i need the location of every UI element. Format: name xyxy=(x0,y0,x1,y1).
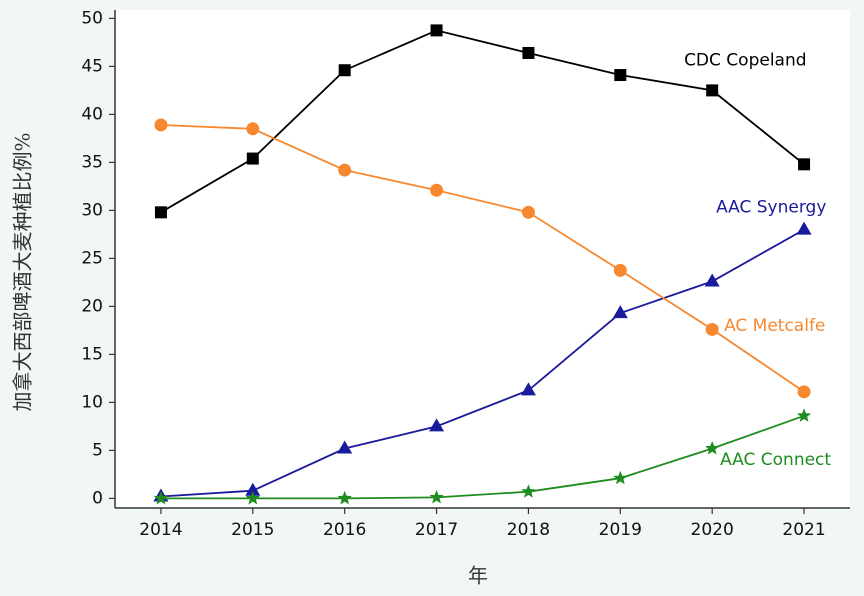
marker xyxy=(522,46,535,59)
marker xyxy=(797,385,811,399)
y-tick-label: 0 xyxy=(92,488,103,508)
y-tick-label: 10 xyxy=(81,392,103,412)
x-tick-label: 2018 xyxy=(507,520,550,540)
marker xyxy=(338,163,352,177)
marker xyxy=(796,408,812,422)
marker xyxy=(153,490,169,505)
series-line xyxy=(160,228,805,498)
marker xyxy=(337,490,352,505)
marker xyxy=(614,69,627,82)
marker xyxy=(338,64,351,77)
marker xyxy=(798,158,811,171)
marker xyxy=(246,122,260,136)
marker xyxy=(521,484,536,498)
y-tick-label: 20 xyxy=(81,296,103,316)
series-label: AAC Connect xyxy=(720,450,831,470)
marker xyxy=(613,263,627,277)
marker xyxy=(706,84,719,97)
y-tick-label: 40 xyxy=(81,104,103,124)
marker xyxy=(796,221,812,235)
marker xyxy=(430,183,444,197)
marker xyxy=(154,118,168,132)
series-line xyxy=(160,414,805,500)
marker xyxy=(429,418,445,432)
marker xyxy=(245,482,261,496)
y-tick-label: 25 xyxy=(81,248,103,268)
series-line xyxy=(160,29,805,214)
x-tick-label: 2021 xyxy=(782,520,825,540)
marker xyxy=(429,489,444,504)
x-tick-label: 2014 xyxy=(139,520,182,540)
series-line xyxy=(160,124,805,393)
x-tick-label: 2019 xyxy=(599,520,642,540)
x-tick-label: 2016 xyxy=(323,520,366,540)
marker xyxy=(612,305,628,319)
marker xyxy=(430,24,443,37)
plot-area xyxy=(115,10,850,508)
marker xyxy=(246,152,259,165)
marker xyxy=(520,382,536,396)
marker xyxy=(705,322,719,336)
y-tick-label: 45 xyxy=(81,56,103,76)
marker xyxy=(521,205,535,219)
x-axis-label: 年 xyxy=(468,564,488,588)
marker xyxy=(613,470,628,485)
series-label: CDC Copeland xyxy=(684,50,806,70)
y-tick-label: 5 xyxy=(92,440,103,460)
y-axis-label: 加拿大西部啤酒大麦种植比例% xyxy=(11,132,35,411)
y-tick-label: 50 xyxy=(81,8,103,28)
marker xyxy=(337,440,353,454)
marker xyxy=(154,206,167,219)
marker xyxy=(704,273,720,287)
series-label: AAC Synergy xyxy=(716,198,826,218)
y-tick-label: 30 xyxy=(81,200,103,220)
series-label: AC Metcalfe xyxy=(724,316,825,336)
x-tick-label: 2017 xyxy=(415,520,458,540)
y-tick-label: 35 xyxy=(81,152,103,172)
marker xyxy=(705,441,720,455)
y-tick-label: 15 xyxy=(81,344,103,364)
x-tick-label: 2015 xyxy=(231,520,274,540)
x-tick-label: 2020 xyxy=(691,520,734,540)
marker xyxy=(245,490,260,505)
